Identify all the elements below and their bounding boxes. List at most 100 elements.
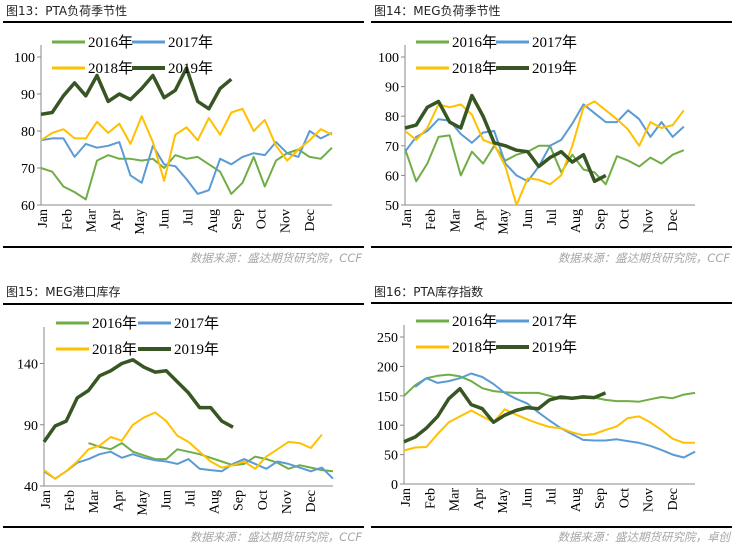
x-tick-label: May [497,209,512,235]
y-tick-label: 50 [385,199,399,214]
y-tick-label: 140 [17,358,38,373]
chart-source: 数据来源：盛达期货研究院，卓创 [557,530,731,544]
series-line-2018 [40,107,333,182]
chart-title: 图14：MEG负荷季节性 [374,4,501,18]
chart-title: 图16：PTA库存指数 [374,285,484,299]
x-tick-label: Jul [545,488,560,504]
y-tick-label: 40 [24,480,38,495]
y-tick-label: 80 [385,110,399,125]
x-tick-label: Oct [254,209,269,229]
legend-label-2019: 2019年 [174,341,219,358]
top-divider [3,21,364,23]
y-tick-label: 200 [377,360,398,375]
y-tick-label: 70 [385,140,399,155]
legend-label-2016: 2016年 [452,34,497,51]
x-tick-label: Aug [206,209,221,233]
y-tick-label: 250 [377,331,398,346]
series-line-2016 [404,134,685,186]
y-tick-label: 90 [21,88,35,103]
bottom-divider [3,526,364,528]
y-tick-label: 0 [391,478,398,493]
y-tick-label: 60 [21,199,35,214]
x-tick-label: Apr [111,490,126,512]
x-tick-label: May [135,490,150,516]
bottom-divider [3,246,364,248]
series-line-2018 [404,100,685,206]
legend-label-2017: 2017年 [174,315,219,332]
x-tick-label: Mar [87,490,102,514]
y-tick-label: 90 [24,419,38,434]
x-tick-label: May [133,209,148,235]
y-tick-label: 70 [21,162,35,177]
series-line-2017 [414,372,696,459]
legend-label-2019: 2019年 [532,60,577,77]
y-tick-label: 80 [21,125,35,140]
series-line-2019 [42,358,234,443]
y-tick-label: 60 [385,169,399,184]
series-line-2017 [43,450,334,480]
y-tick-label: 100 [378,51,399,66]
x-tick-label: Jun [157,209,172,228]
legend-label-2018: 2018年 [88,60,133,77]
series-line-2019 [403,386,607,444]
top-divider [3,303,364,305]
x-tick-label: Sep [232,490,247,511]
chart-panel-meg-port-inventory: 图15：MEG港口库存 40 90 140 Jan Feb Mar Apr May Jun Jul… [0,275,368,547]
chart-title: 图15：MEG港口库存 [6,285,121,299]
x-tick-label: Dec [666,488,681,511]
y-tick-label: 90 [385,81,399,96]
y-tick-label: 100 [14,51,35,66]
y-tick-label: 100 [377,419,398,434]
legend-label-2016: 2016年 [452,313,497,330]
x-tick-label: Oct [617,488,632,508]
top-divider [371,302,732,304]
x-tick-label: Aug [208,490,223,514]
y-tick-label: 50 [384,449,398,464]
chart-source: 数据来源：盛达期货研究院，CCF [189,530,362,544]
x-tick-label: Feb [60,209,75,230]
chart-panel-pta-inventory: 图16：PTA库存指数 0 50 100 150 200 250 Jan Feb Mar Apr M… [368,275,736,547]
series-line-2018 [43,411,323,480]
x-tick-label: Jan [39,490,54,509]
x-tick-label: Oct [618,209,633,229]
x-tick-label: Apr [473,209,488,231]
x-tick-label: Dec [303,209,318,232]
x-tick-label: Sep [593,209,608,230]
x-tick-label: Feb [423,488,438,509]
x-tick-label: Sep [230,209,245,230]
x-tick-label: Aug [569,209,584,233]
legend-label-2017: 2017年 [532,313,577,330]
series-line-2019 [40,66,233,117]
legend-label-2019: 2019年 [168,60,213,77]
x-tick-label: May [496,488,511,514]
legend-label-2017: 2017年 [532,34,577,51]
chart-meg-port-inventory: 40 90 140 Jan Feb Mar Apr May Jun Jul Aug Sep Oct Nov… [17,315,334,516]
chart-pta-load: 60 70 80 90 100 Jan Feb Mar Apr May Jun Jul Aug Sep Oc… [14,34,333,235]
x-tick-label: Jul [184,490,199,506]
x-tick-label: Nov [280,490,295,514]
x-tick-label: Jul [545,209,560,225]
series-line-2019 [404,93,607,184]
x-tick-label: Oct [256,490,271,510]
chart-source: 数据来源：盛达期货研究院，CCF [557,251,730,265]
chart-pta-inventory: 0 50 100 150 200 250 Jan Feb Mar Apr May Jun Jul Aug S… [377,313,696,514]
x-tick-label: Apr [109,209,124,231]
legend-label-2019: 2019年 [532,339,577,356]
x-tick-label: Jun [159,490,174,509]
x-tick-label: Dec [304,490,319,513]
legend-label-2017: 2017年 [168,34,213,51]
legend-label-2016: 2016年 [88,34,133,51]
chart-panel-meg-load: 图14：MEG负荷季节性 50 60 70 80 90 100 Jan Feb Mar Apr Ma… [368,0,736,272]
x-tick-label: Jan [400,209,415,228]
series-line-2016 [40,146,333,201]
bottom-divider [371,526,732,528]
series-line-2018 [403,408,695,452]
top-divider [371,21,732,23]
x-tick-label: Sep [593,488,608,509]
bottom-divider [371,246,732,248]
x-tick-label: Jun [520,488,535,507]
x-tick-label: Apr [472,488,487,510]
series-line-2017 [40,130,333,195]
legend-label-2018: 2018年 [452,339,497,356]
x-tick-label: Nov [642,209,657,233]
